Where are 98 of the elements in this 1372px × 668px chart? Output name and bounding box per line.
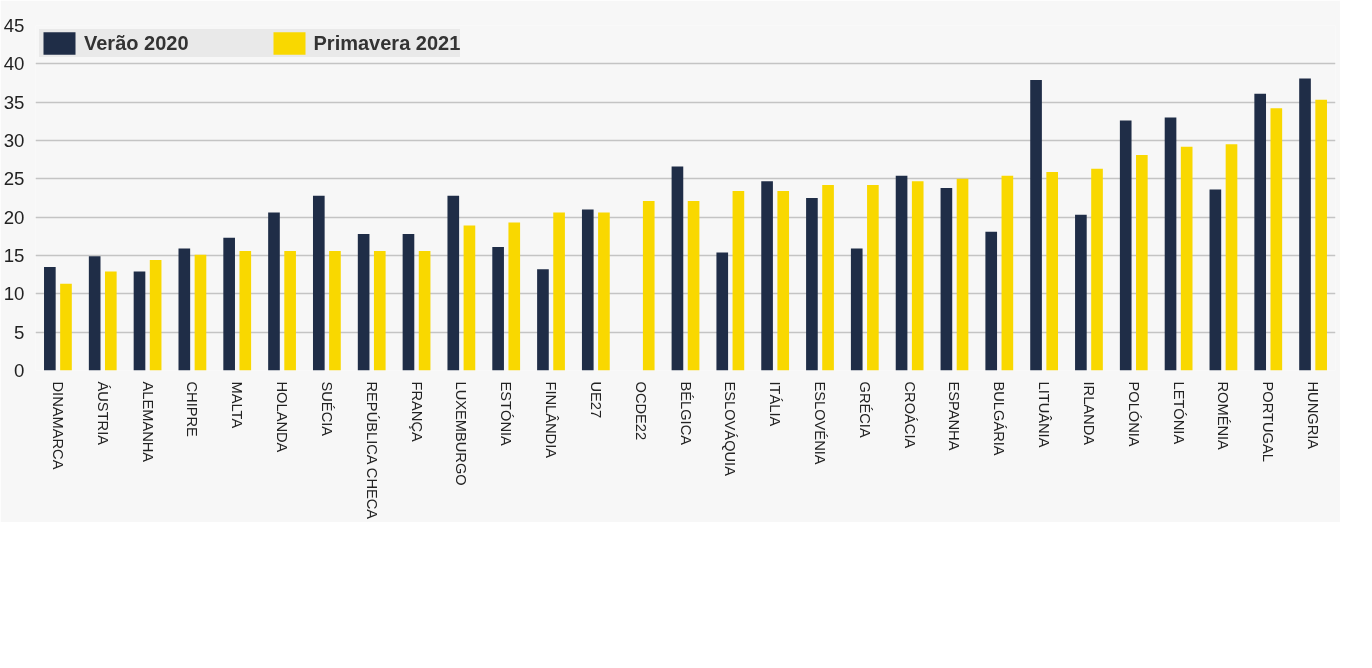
bar xyxy=(194,254,207,371)
x-tick-label: DINAMARCA xyxy=(49,381,66,470)
bar xyxy=(822,184,834,371)
x-tick-label: IRLANDA xyxy=(1080,381,1097,446)
bar xyxy=(985,231,998,371)
bar xyxy=(598,212,610,371)
x-tick-label: HOLANDA xyxy=(274,381,291,453)
bar xyxy=(223,237,235,371)
bar xyxy=(867,184,879,371)
y-tick-label: 40 xyxy=(3,53,25,75)
bar xyxy=(537,269,549,371)
bar xyxy=(312,195,325,371)
y-tick-label: 45 xyxy=(3,15,25,36)
bar xyxy=(239,250,252,371)
x-tick-label: REPÚBLICA CHECA xyxy=(363,381,380,520)
legend-label: Primavera 2021 xyxy=(313,31,461,55)
x-tick-label: SUÉCIA xyxy=(318,381,335,437)
bar xyxy=(956,178,969,371)
x-tick-label: LETÓNIA xyxy=(1170,381,1187,445)
x-tick-label: HUNGRIA xyxy=(1305,381,1322,450)
bar xyxy=(1164,117,1177,371)
x-tick-label: CHIPRE xyxy=(184,381,201,438)
x-tick-label: ROMÉNIA xyxy=(1215,381,1232,451)
bar xyxy=(1270,108,1283,371)
bar xyxy=(1136,155,1148,371)
x-tick-label: ESTÓNIA xyxy=(498,381,515,447)
bar xyxy=(268,212,280,371)
bar xyxy=(1254,93,1267,371)
x-tick-label: LUXEMBURGO xyxy=(453,381,470,486)
x-tick-label: ESLOVÉNIA xyxy=(811,381,828,465)
bar xyxy=(1299,78,1311,371)
bar xyxy=(133,271,146,371)
bar xyxy=(1001,175,1014,371)
bar xyxy=(1119,120,1132,371)
bar xyxy=(357,234,370,371)
x-tick-label: BULGÁRIA xyxy=(991,381,1008,456)
y-tick-label: 5 xyxy=(14,321,25,343)
x-tick-label: MALTA xyxy=(229,381,246,429)
bar xyxy=(44,267,56,371)
bar xyxy=(418,250,431,371)
x-tick-label: BÉLGICA xyxy=(677,381,694,446)
y-tick-label: 20 xyxy=(3,206,25,228)
bar xyxy=(284,250,296,371)
bar xyxy=(149,260,162,371)
bar xyxy=(1046,171,1059,371)
y-tick-label: 15 xyxy=(3,245,25,266)
bar xyxy=(104,271,117,371)
bar xyxy=(850,248,863,371)
x-tick-label: UE27 xyxy=(587,381,604,419)
bar xyxy=(1209,189,1222,371)
bar xyxy=(178,248,191,371)
bar xyxy=(732,191,745,371)
bar xyxy=(463,225,476,371)
x-tick-label: POLÓNIA xyxy=(1125,381,1142,447)
bar xyxy=(60,283,72,371)
x-tick-label: OCDE22 xyxy=(632,381,649,441)
y-tick-label: 10 xyxy=(3,283,25,305)
x-tick-label: ESLOVÁQUIA xyxy=(722,381,739,477)
bar xyxy=(329,250,341,371)
bar xyxy=(1091,168,1103,371)
bar xyxy=(716,252,729,371)
x-tick-label: FINLÂNDIA xyxy=(543,381,560,459)
x-tick-label: FRANÇA xyxy=(408,381,425,442)
x-tick-label: ALEMANHA xyxy=(139,381,156,463)
bar xyxy=(1075,214,1087,371)
bar xyxy=(553,212,565,371)
bar xyxy=(642,201,655,371)
bar xyxy=(88,256,101,371)
y-tick-label: 25 xyxy=(3,168,25,190)
y-tick-label: 35 xyxy=(3,91,25,113)
bar xyxy=(1315,99,1327,371)
bar xyxy=(402,234,415,371)
x-tick-label: LITUÂNIA xyxy=(1036,381,1053,448)
bar xyxy=(687,201,700,371)
bar xyxy=(671,166,684,371)
legend-label: Verão 2020 xyxy=(84,31,189,55)
bar xyxy=(761,181,773,371)
bar xyxy=(940,188,953,371)
bar xyxy=(1225,144,1238,371)
x-tick-label: ÁUSTRIA xyxy=(94,381,111,446)
y-tick-label: 0 xyxy=(14,360,25,381)
bar xyxy=(447,195,460,371)
bar xyxy=(1180,146,1193,371)
bar xyxy=(508,222,521,371)
x-tick-label: ESPANHA xyxy=(946,381,963,451)
bar xyxy=(492,247,504,371)
bar xyxy=(806,198,818,371)
y-tick-label: 30 xyxy=(3,130,25,151)
x-tick-label: ITÁLIA xyxy=(767,381,784,427)
x-tick-label: CROÁCIA xyxy=(901,381,918,449)
bar xyxy=(581,209,594,371)
bar xyxy=(911,181,924,371)
bar xyxy=(373,250,386,371)
bar xyxy=(895,175,908,371)
bar xyxy=(777,191,790,371)
bar xyxy=(1030,79,1042,371)
x-tick-label: GRÉCIA xyxy=(856,381,873,438)
x-tick-label: PORTUGAL xyxy=(1260,381,1277,462)
